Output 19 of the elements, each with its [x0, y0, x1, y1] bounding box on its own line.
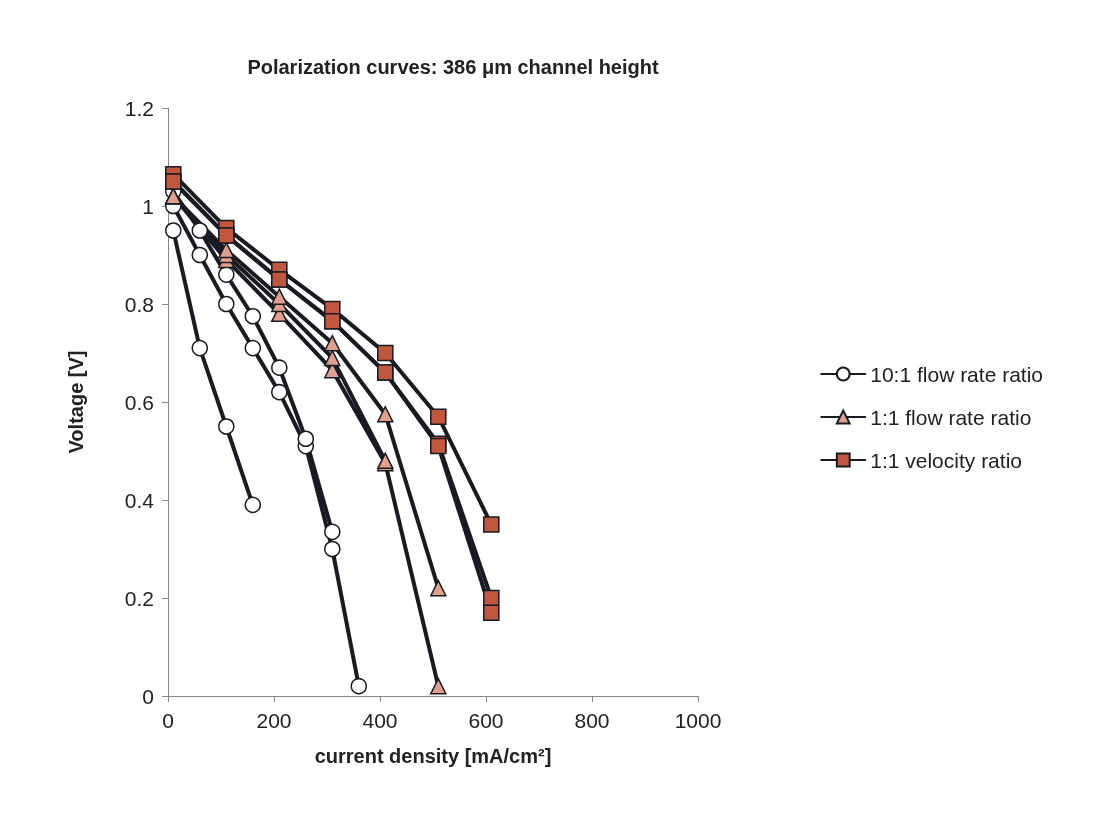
y-tick-label: 0.6: [124, 390, 154, 414]
y-tick-label: 0.4: [124, 488, 155, 512]
x-axis-title: current density [mA/cm²]: [314, 745, 552, 767]
y-axis-title: Voltage [V]: [65, 350, 87, 454]
legend-label: 1:1 velocity ratio: [870, 448, 1022, 472]
y-tick-label: 1.2: [124, 96, 154, 120]
x-tick-label: 1000: [674, 709, 722, 732]
legend-label: 1:1 flow rate ratio: [870, 405, 1032, 429]
x-tick-label: 0: [162, 709, 174, 732]
y-tick-label: 1: [142, 194, 154, 218]
y-tick-label: 0.2: [124, 586, 154, 610]
x-tick-label: 200: [256, 709, 292, 732]
y-tick-label: 0: [142, 684, 154, 708]
x-tick-label: 400: [362, 709, 398, 732]
legend-label: 10:1 flow rate ratio: [870, 362, 1044, 386]
x-tick-label: 600: [468, 709, 504, 732]
y-tick-label: 0.8: [124, 292, 154, 316]
x-tick-label: 800: [574, 709, 610, 732]
chart-title: Polarization curves: 386 μm channel height: [247, 56, 659, 78]
